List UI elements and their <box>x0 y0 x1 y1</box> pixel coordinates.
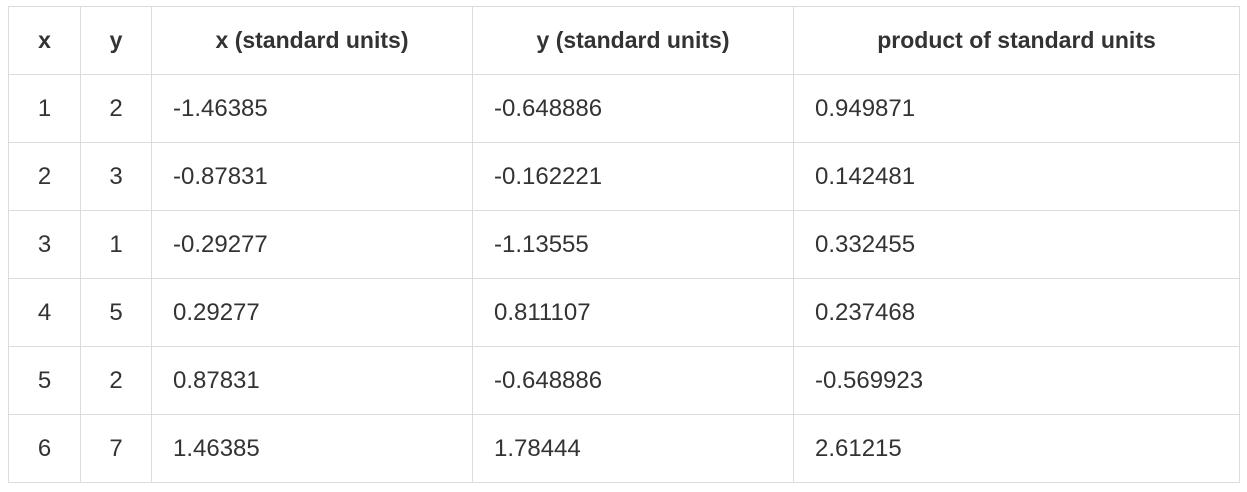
table-row: 4 5 0.29277 0.811107 0.237468 <box>8 278 1240 347</box>
cell-y: 2 <box>80 74 152 143</box>
cell-y: 5 <box>80 278 152 347</box>
cell-y-standard: -0.648886 <box>472 74 794 143</box>
cell-y-standard: 0.811107 <box>472 278 794 347</box>
cell-y-standard: -0.162221 <box>472 142 794 211</box>
table-row: 5 2 0.87831 -0.648886 -0.569923 <box>8 346 1240 415</box>
cell-x: 6 <box>8 414 81 483</box>
data-table-container: x y x (standard units) y (standard units… <box>8 6 1240 483</box>
table-row: 2 3 -0.87831 -0.162221 0.142481 <box>8 142 1240 211</box>
table-row: 1 2 -1.46385 -0.648886 0.949871 <box>8 74 1240 143</box>
cell-x-standard: -0.87831 <box>151 142 473 211</box>
cell-x-standard: 1.46385 <box>151 414 473 483</box>
column-header-y-standard-units: y (standard units) <box>472 6 794 75</box>
cell-x: 2 <box>8 142 81 211</box>
column-header-product: product of standard units <box>793 6 1240 75</box>
cell-y: 2 <box>80 346 152 415</box>
cell-x-standard: 0.87831 <box>151 346 473 415</box>
cell-y-standard: 1.78444 <box>472 414 794 483</box>
column-header-y: y <box>80 6 152 75</box>
cell-y-standard: -1.13555 <box>472 210 794 279</box>
cell-y-standard: -0.648886 <box>472 346 794 415</box>
cell-y: 1 <box>80 210 152 279</box>
cell-product: 0.332455 <box>793 210 1240 279</box>
cell-product: 0.237468 <box>793 278 1240 347</box>
cell-x-standard: 0.29277 <box>151 278 473 347</box>
cell-x-standard: -0.29277 <box>151 210 473 279</box>
cell-product: -0.569923 <box>793 346 1240 415</box>
cell-x: 3 <box>8 210 81 279</box>
table-row: 3 1 -0.29277 -1.13555 0.332455 <box>8 210 1240 279</box>
cell-y: 3 <box>80 142 152 211</box>
cell-product: 0.142481 <box>793 142 1240 211</box>
table-header-row: x y x (standard units) y (standard units… <box>8 6 1240 75</box>
cell-product: 2.61215 <box>793 414 1240 483</box>
cell-product: 0.949871 <box>793 74 1240 143</box>
cell-y: 7 <box>80 414 152 483</box>
standard-units-table: x y x (standard units) y (standard units… <box>8 6 1240 483</box>
cell-x: 1 <box>8 74 81 143</box>
cell-x-standard: -1.46385 <box>151 74 473 143</box>
cell-x: 5 <box>8 346 81 415</box>
cell-x: 4 <box>8 278 81 347</box>
column-header-x-standard-units: x (standard units) <box>151 6 473 75</box>
column-header-x: x <box>8 6 81 75</box>
table-row: 6 7 1.46385 1.78444 2.61215 <box>8 414 1240 483</box>
